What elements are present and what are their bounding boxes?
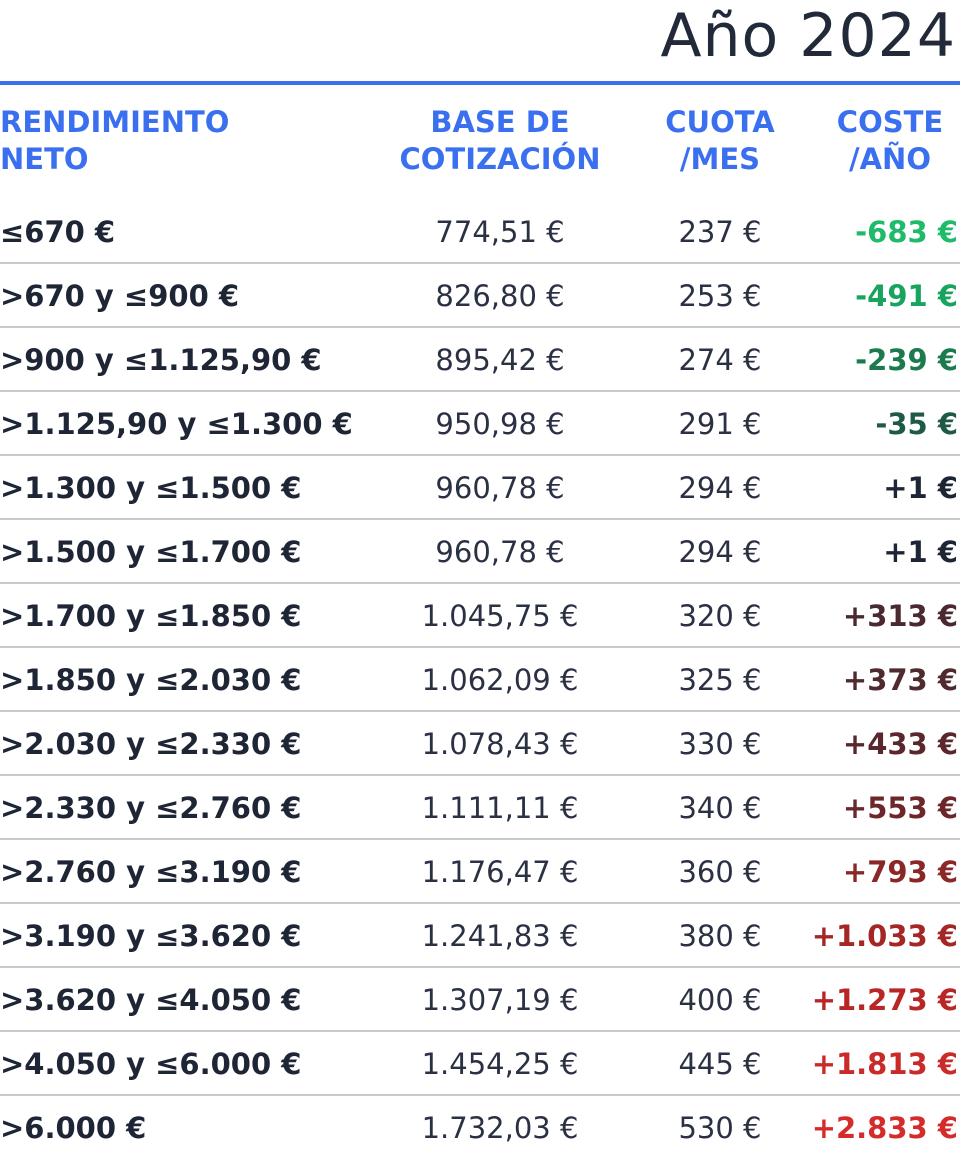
cell-cuota-mes: 237 €: [678, 215, 762, 249]
cell-coste-ano: -491 €: [855, 279, 958, 313]
cell-rendimiento-neto: >4.050 y ≤6.000 €: [0, 1047, 302, 1081]
table-row: >3.620 y ≤4.050 € 1.307,19 € 400 € +1.273 €: [0, 968, 960, 1032]
cell-coste-ano: +433 €: [842, 727, 958, 761]
cell-coste-ano: +1.033 €: [811, 919, 958, 953]
cell-coste-ano: -35 €: [875, 407, 958, 441]
column-header-rendimiento-neto: RENDIMIENTO NETO: [0, 105, 230, 176]
cell-base-cotizacion: 1.732,03 €: [421, 1111, 579, 1145]
cell-rendimiento-neto: >1.850 y ≤2.030 €: [0, 663, 302, 697]
cell-rendimiento-neto: >2.030 y ≤2.330 €: [0, 727, 302, 761]
table-row: >1.300 y ≤1.500 € 960,78 € 294 € +1 €: [0, 456, 960, 520]
table-row: >6.000 € 1.732,03 € 530 € +2.833 €: [0, 1096, 960, 1160]
cell-base-cotizacion: 1.111,11 €: [421, 791, 579, 825]
cell-coste-ano: +553 €: [842, 791, 958, 825]
table-row: >1.700 y ≤1.850 € 1.045,75 € 320 € +313 €: [0, 584, 960, 648]
cell-rendimiento-neto: >1.125,90 y ≤1.300 €: [0, 407, 353, 441]
table-row: ≤670 € 774,51 € 237 € -683 €: [0, 200, 960, 264]
cell-cuota-mes: 325 €: [678, 663, 762, 697]
cell-cuota-mes: 380 €: [678, 919, 762, 953]
table-row: >4.050 y ≤6.000 € 1.454,25 € 445 € +1.813 €: [0, 1032, 960, 1096]
cell-rendimiento-neto: >1.300 y ≤1.500 €: [0, 471, 302, 505]
table-row: >900 y ≤1.125,90 € 895,42 € 274 € -239 €: [0, 328, 960, 392]
cell-base-cotizacion: 1.307,19 €: [421, 983, 579, 1017]
cell-rendimiento-neto: >2.330 y ≤2.760 €: [0, 791, 302, 825]
cell-rendimiento-neto: >1.700 y ≤1.850 €: [0, 599, 302, 633]
cell-base-cotizacion: 960,78 €: [435, 471, 565, 505]
cell-rendimiento-neto: >1.500 y ≤1.700 €: [0, 535, 302, 569]
table-row: >670 y ≤900 € 826,80 € 253 € -491 €: [0, 264, 960, 328]
cell-rendimiento-neto: >670 y ≤900 €: [0, 279, 240, 313]
cell-cuota-mes: 340 €: [678, 791, 762, 825]
cell-coste-ano: +1 €: [883, 535, 958, 569]
cell-base-cotizacion: 1.454,25 €: [421, 1047, 579, 1081]
table-row: >1.500 y ≤1.700 € 960,78 € 294 € +1 €: [0, 520, 960, 584]
cell-rendimiento-neto: >6.000 €: [0, 1111, 147, 1145]
cell-cuota-mes: 320 €: [678, 599, 762, 633]
table-row: >2.330 y ≤2.760 € 1.111,11 € 340 € +553 €: [0, 776, 960, 840]
cell-coste-ano: +1 €: [883, 471, 958, 505]
cell-rendimiento-neto: >2.760 y ≤3.190 €: [0, 855, 302, 889]
cell-base-cotizacion: 1.062,09 €: [421, 663, 579, 697]
table-row: >2.760 y ≤3.190 € 1.176,47 € 360 € +793 €: [0, 840, 960, 904]
cell-cuota-mes: 253 €: [678, 279, 762, 313]
cell-coste-ano: +1.273 €: [811, 983, 958, 1017]
table-row: >2.030 y ≤2.330 € 1.078,43 € 330 € +433 €: [0, 712, 960, 776]
cell-cuota-mes: 530 €: [678, 1111, 762, 1145]
cell-cuota-mes: 294 €: [678, 535, 762, 569]
table-row: >1.125,90 y ≤1.300 € 950,98 € 291 € -35 €: [0, 392, 960, 456]
cell-cuota-mes: 400 €: [678, 983, 762, 1017]
cell-base-cotizacion: 1.045,75 €: [421, 599, 579, 633]
cell-rendimiento-neto: >3.620 y ≤4.050 €: [0, 983, 302, 1017]
header-divider: [0, 81, 960, 85]
cell-coste-ano: +2.833 €: [811, 1111, 958, 1145]
cell-coste-ano: +1.813 €: [811, 1047, 958, 1081]
table-row: >1.850 y ≤2.030 € 1.062,09 € 325 € +373 €: [0, 648, 960, 712]
cell-cuota-mes: 274 €: [678, 343, 762, 377]
page-title: Año 2024: [660, 1, 956, 71]
cell-cuota-mes: 360 €: [678, 855, 762, 889]
cell-coste-ano: +313 €: [842, 599, 958, 633]
cell-base-cotizacion: 1.241,83 €: [421, 919, 579, 953]
column-header-base-cotizacion: BASE DE COTIZACIÓN: [399, 105, 601, 176]
cell-cuota-mes: 291 €: [678, 407, 762, 441]
cell-base-cotizacion: 826,80 €: [435, 279, 565, 313]
cell-cuota-mes: 294 €: [678, 471, 762, 505]
table-row: >3.190 y ≤3.620 € 1.241,83 € 380 € +1.033 €: [0, 904, 960, 968]
cell-rendimiento-neto: >3.190 y ≤3.620 €: [0, 919, 302, 953]
cell-cuota-mes: 445 €: [678, 1047, 762, 1081]
cell-base-cotizacion: 774,51 €: [435, 215, 565, 249]
cell-base-cotizacion: 950,98 €: [435, 407, 565, 441]
cell-coste-ano: +373 €: [842, 663, 958, 697]
cell-base-cotizacion: 960,78 €: [435, 535, 565, 569]
table-body: ≤670 € 774,51 € 237 € -683 € >670 y ≤900 € 82…: [0, 200, 960, 1160]
column-header-cuota-mes: CUOTA /MES: [665, 105, 775, 176]
table-header: RENDIMIENTO NETO BASE DE COTIZACIÓN CUOT…: [0, 102, 960, 182]
cell-rendimiento-neto: ≤670 €: [0, 215, 116, 249]
cell-coste-ano: +793 €: [842, 855, 958, 889]
cell-base-cotizacion: 1.176,47 €: [421, 855, 579, 889]
cell-coste-ano: -239 €: [855, 343, 958, 377]
cell-base-cotizacion: 1.078,43 €: [421, 727, 579, 761]
cell-base-cotizacion: 895,42 €: [435, 343, 565, 377]
cell-coste-ano: -683 €: [855, 215, 958, 249]
column-header-coste-ano: COSTE /AÑO: [836, 105, 944, 176]
cell-cuota-mes: 330 €: [678, 727, 762, 761]
cell-rendimiento-neto: >900 y ≤1.125,90 €: [0, 343, 322, 377]
